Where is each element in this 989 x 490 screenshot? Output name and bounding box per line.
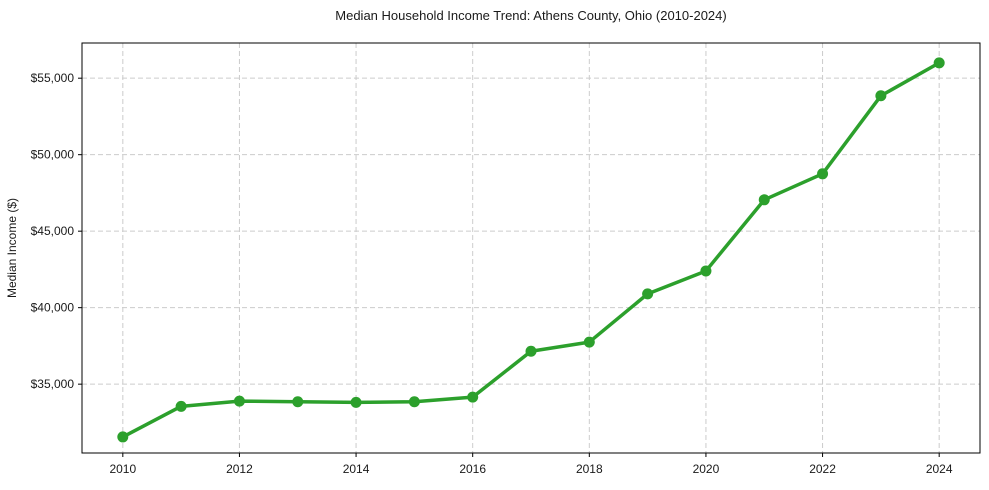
chart-title: Median Household Income Trend: Athens Co… <box>335 8 727 23</box>
data-point <box>933 57 945 69</box>
data-point <box>117 431 129 443</box>
y-tick-label: $55,000 <box>31 71 75 85</box>
data-point <box>525 345 537 357</box>
data-point <box>175 400 187 412</box>
data-point <box>233 395 245 407</box>
x-tick-label: 2022 <box>809 462 836 476</box>
plot-border <box>81 42 981 454</box>
data-point <box>408 396 420 408</box>
data-point <box>583 336 595 348</box>
x-tick-label: 2020 <box>693 462 720 476</box>
x-tick-label: 2012 <box>226 462 253 476</box>
data-point <box>292 396 304 408</box>
y-tick-label: $45,000 <box>31 224 75 238</box>
data-point <box>875 90 887 102</box>
data-point <box>817 168 829 180</box>
data-point <box>467 391 479 403</box>
data-point <box>350 396 362 408</box>
y-tick-label: $50,000 <box>31 148 75 162</box>
data-series-line <box>121 61 941 439</box>
x-tick-label: 2024 <box>926 462 953 476</box>
y-axis-title: Median Income ($) <box>5 197 19 299</box>
x-tick-label: 2018 <box>576 462 603 476</box>
data-point <box>758 194 770 206</box>
data-point <box>642 288 654 300</box>
y-tick-label: $35,000 <box>31 377 75 391</box>
x-tick-label: 2016 <box>459 462 486 476</box>
x-tick-label: 2010 <box>109 462 136 476</box>
x-tick-label: 2014 <box>343 462 370 476</box>
y-tick-label: $40,000 <box>31 301 75 315</box>
data-point <box>700 265 712 277</box>
